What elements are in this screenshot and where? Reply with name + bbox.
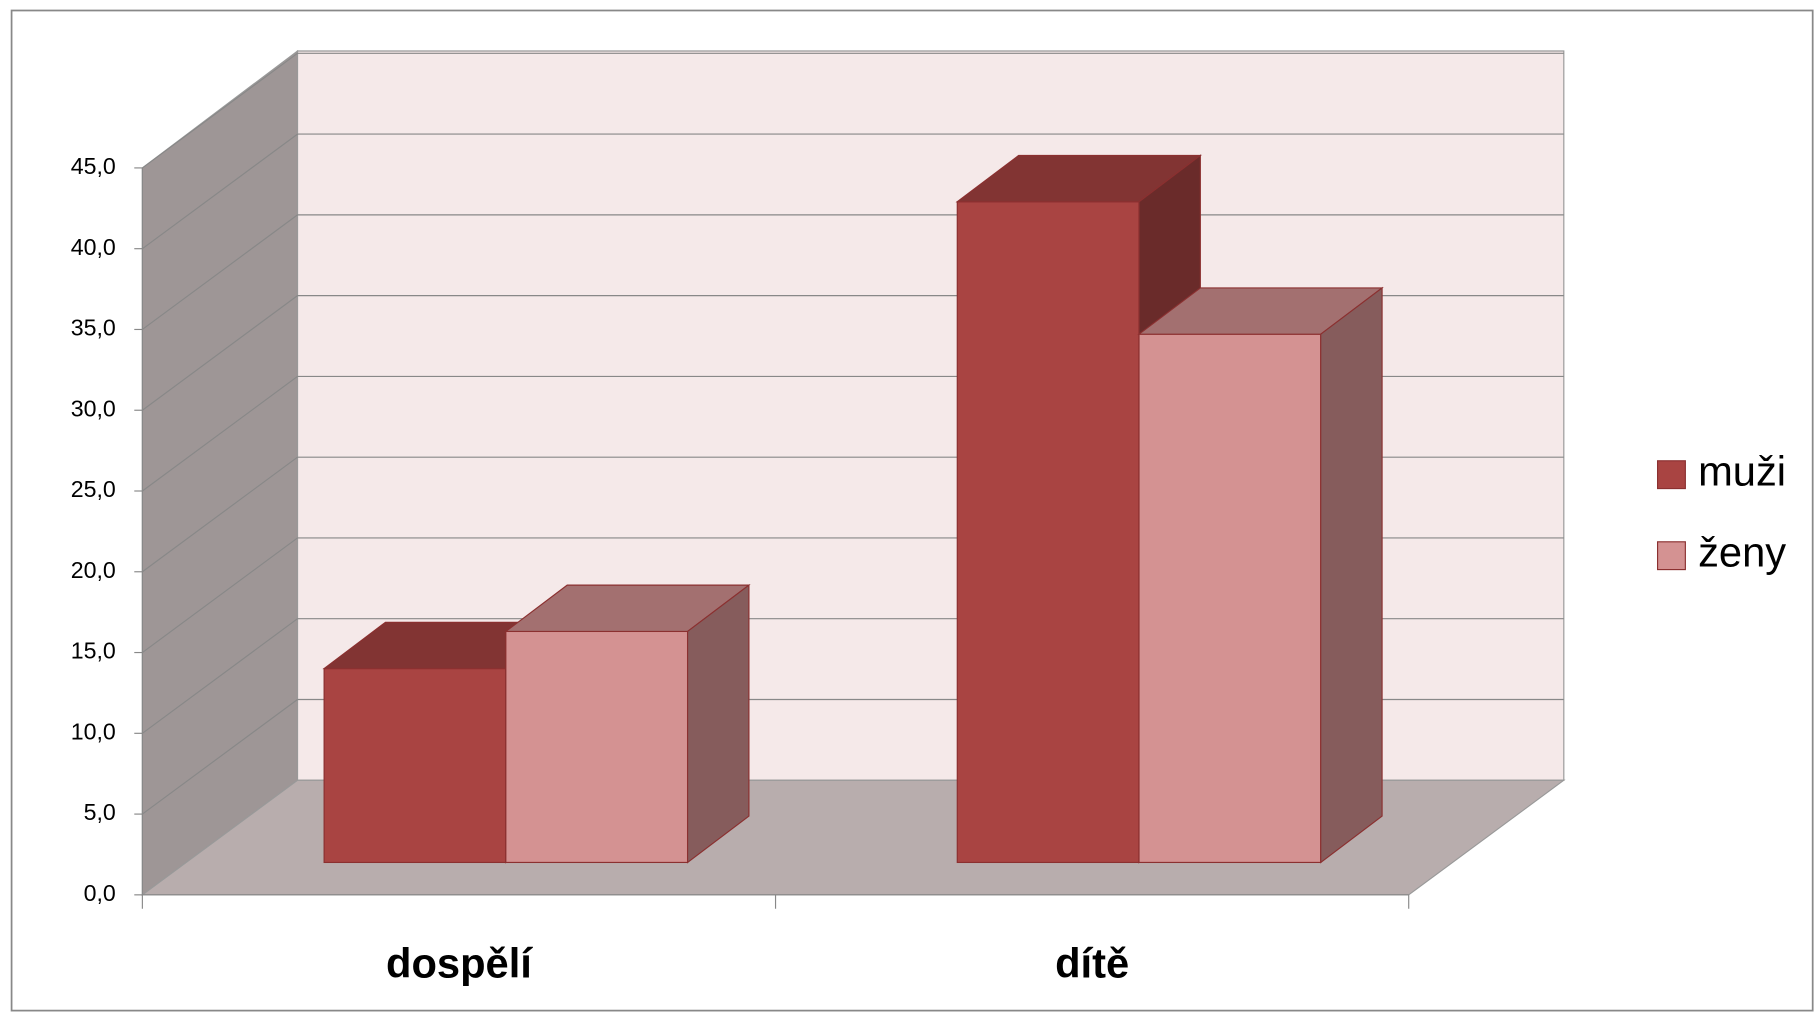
legend-swatch: [1656, 460, 1686, 490]
x-tick-label: dospělí: [386, 940, 533, 987]
bar: [956, 201, 1140, 864]
grid-line: [142, 456, 298, 573]
bar: [1138, 333, 1322, 864]
legend-swatch: [1656, 541, 1686, 571]
grid-line: [142, 295, 298, 411]
y-tick-label: 40,0: [71, 234, 116, 260]
side-wall: [141, 49, 299, 896]
y-tick-label: 20,0: [71, 557, 116, 583]
y-tick-label: 30,0: [71, 395, 116, 421]
legend-label: muži: [1698, 448, 1786, 495]
bar: [323, 668, 507, 864]
grid-line: [142, 133, 298, 250]
x-tick-label: dítě: [1055, 940, 1129, 987]
y-tick-label: 35,0: [71, 315, 116, 341]
y-tick-label: 25,0: [71, 476, 116, 502]
grid-line: [142, 699, 298, 815]
grid-line: [142, 375, 298, 492]
y-tick-label: 45,0: [71, 153, 116, 179]
bar-side: [686, 583, 750, 864]
grid-line: [142, 537, 298, 654]
grid-line: [142, 52, 298, 169]
bar-side: [1320, 286, 1383, 864]
y-tick-label: 5,0: [84, 799, 116, 825]
y-tick-label: 0,0: [84, 880, 116, 906]
grid-line: [142, 618, 298, 734]
y-tick-label: 15,0: [71, 638, 116, 664]
grid-line: [142, 214, 298, 330]
y-tick-label: 10,0: [71, 718, 116, 744]
legend-label: ženy: [1698, 529, 1786, 576]
bar: [505, 630, 689, 864]
